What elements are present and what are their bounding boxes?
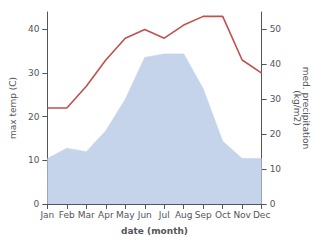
- svg-text:Sep: Sep: [195, 210, 212, 220]
- svg-text:Mar: Mar: [78, 210, 95, 220]
- svg-text:40: 40: [28, 24, 40, 34]
- svg-text:med. precipitation: med. precipitation: [300, 66, 311, 150]
- svg-text:30: 30: [270, 94, 282, 104]
- svg-text:30: 30: [28, 68, 40, 78]
- svg-text:Apr: Apr: [98, 210, 114, 220]
- svg-text:Oct: Oct: [215, 210, 231, 220]
- svg-text:Jan: Jan: [39, 210, 54, 220]
- svg-text:(kg/m2): (kg/m2): [292, 90, 302, 125]
- svg-text:0: 0: [270, 199, 276, 209]
- svg-text:20: 20: [28, 112, 40, 122]
- svg-text:Dec: Dec: [253, 210, 270, 220]
- svg-text:date (month): date (month): [121, 226, 188, 236]
- svg-text:20: 20: [270, 129, 282, 139]
- svg-text:Feb: Feb: [59, 210, 75, 220]
- svg-text:40: 40: [270, 59, 282, 69]
- svg-text:max temp (C): max temp (C): [8, 77, 18, 139]
- svg-text:May: May: [116, 210, 135, 220]
- svg-text:10: 10: [28, 155, 40, 165]
- svg-text:Jun: Jun: [137, 210, 152, 220]
- svg-text:0: 0: [34, 199, 40, 209]
- svg-text:Nov: Nov: [233, 210, 251, 220]
- svg-text:Jul: Jul: [158, 210, 170, 220]
- svg-text:Aug: Aug: [175, 210, 193, 220]
- svg-text:10: 10: [270, 164, 282, 174]
- svg-text:50: 50: [270, 24, 282, 34]
